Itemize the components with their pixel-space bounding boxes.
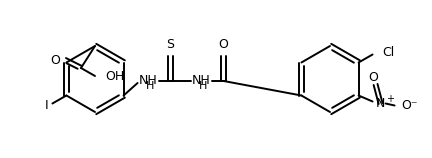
Text: Cl: Cl bbox=[383, 46, 395, 59]
Text: N: N bbox=[376, 97, 385, 110]
Text: +: + bbox=[386, 94, 394, 103]
Text: O⁻: O⁻ bbox=[402, 99, 418, 112]
Text: O: O bbox=[219, 37, 229, 51]
Text: NH: NH bbox=[192, 75, 211, 88]
Text: I: I bbox=[45, 99, 48, 112]
Text: H: H bbox=[198, 81, 207, 91]
Text: O: O bbox=[50, 55, 60, 67]
Text: OH: OH bbox=[105, 70, 124, 82]
Text: NH: NH bbox=[139, 75, 158, 88]
Text: O: O bbox=[368, 71, 378, 84]
Text: H: H bbox=[146, 81, 154, 91]
Text: S: S bbox=[167, 37, 175, 51]
